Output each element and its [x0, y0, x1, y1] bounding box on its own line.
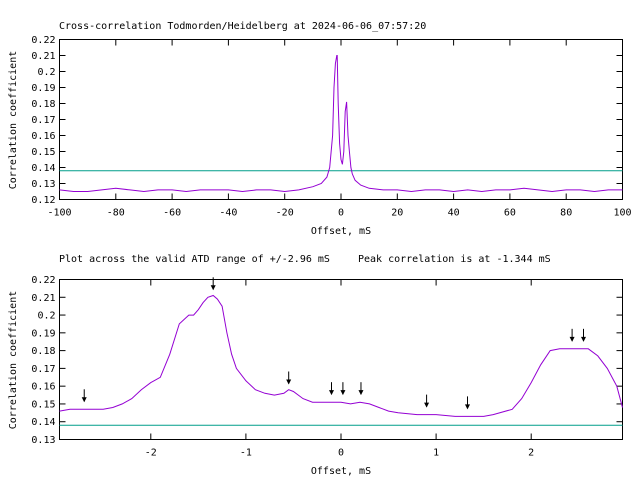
bottom-correlation-series — [59, 294, 623, 417]
y-tick-label: 0.13 — [31, 435, 55, 446]
top-x-axis: -100 -80 -60 -40 -20 0 20 40 60 80 100 — [47, 39, 632, 219]
bottom-y-axis-label: Correlation coefficient — [8, 291, 19, 429]
y-tick-label: 0.17 — [31, 364, 55, 375]
y-tick-label: 0.21 — [31, 51, 55, 62]
y-tick-label: 0.22 — [31, 35, 55, 46]
top-chart: Cross-correlation Todmorden/Heidelberg a… — [8, 21, 632, 237]
x-tick-label: 0 — [338, 448, 344, 459]
arrow-head — [358, 390, 364, 396]
top-x-axis-label: Offset, mS — [311, 226, 371, 237]
y-tick-label: 0.16 — [31, 382, 55, 393]
x-tick-label: -80 — [107, 208, 125, 219]
x-tick-label: -20 — [276, 208, 294, 219]
x-tick-label: 40 — [448, 208, 460, 219]
x-tick-label: 1 — [433, 448, 439, 459]
y-tick-label: 0.2 — [37, 311, 55, 322]
peak-marker-arrow-10 — [581, 328, 587, 342]
y-tick-label: 0.19 — [31, 83, 55, 94]
x-tick-label: 100 — [613, 208, 631, 219]
y-tick-label: 0.16 — [31, 131, 55, 142]
top-plot-frame — [59, 39, 623, 200]
y-tick-label: 0.22 — [31, 275, 55, 286]
arrow-head — [340, 390, 346, 396]
bottom-x-axis: -2 -1 0 1 2 — [145, 279, 534, 459]
y-tick-label: 0.15 — [31, 399, 55, 410]
top-chart-title: Cross-correlation Todmorden/Heidelberg a… — [59, 21, 426, 32]
x-tick-label: -2 — [145, 448, 157, 459]
x-tick-label: 80 — [560, 208, 572, 219]
peak-markers — [81, 277, 587, 410]
peak-marker-arrow-7 — [424, 394, 430, 408]
bottom-plot-frame — [59, 279, 623, 440]
x-tick-label: 60 — [504, 208, 516, 219]
x-tick-label: -1 — [240, 448, 252, 459]
arrow-head — [81, 397, 87, 403]
y-tick-label: 0.12 — [31, 195, 55, 206]
peak-marker-arrow-8 — [464, 396, 470, 410]
x-tick-label: -60 — [163, 208, 181, 219]
y-tick-label: 0.19 — [31, 328, 55, 339]
peak-marker-arrow-1 — [81, 389, 87, 403]
top-correlation-series — [59, 55, 623, 193]
y-tick-label: 0.2 — [37, 67, 55, 78]
arrow-head — [328, 390, 334, 396]
arrow-head — [286, 379, 292, 385]
x-tick-label: -100 — [47, 208, 71, 219]
x-tick-label: 2 — [528, 448, 534, 459]
y-tick-label: 0.17 — [31, 115, 55, 126]
peak-marker-arrow-2 — [210, 277, 216, 291]
arrow-head — [464, 404, 470, 410]
top-y-axis: 0.12 0.13 0.14 0.15 0.16 0.17 0.18 0.19 0.2 0.21 0… — [31, 35, 623, 206]
peak-marker-arrow-5 — [340, 382, 346, 396]
bottom-chart-title: Plot across the valid ATD range of +/-2.… — [59, 254, 330, 265]
bottom-chart-subtitle: Peak correlation is at -1.344 mS — [358, 254, 551, 265]
bottom-chart: Plot across the valid ATD range of +/-2.… — [8, 254, 623, 477]
x-tick-label: 0 — [338, 208, 344, 219]
arrow-head — [424, 402, 430, 408]
y-tick-label: 0.18 — [31, 99, 55, 110]
bottom-y-axis: 0.13 0.14 0.15 0.16 0.17 0.18 0.19 0.2 0.21 0.22 — [31, 275, 623, 446]
bottom-x-axis-label: Offset, mS — [311, 466, 371, 477]
y-tick-label: 0.21 — [31, 293, 55, 304]
arrow-head — [569, 336, 575, 342]
y-tick-label: 0.15 — [31, 147, 55, 158]
y-tick-label: 0.18 — [31, 346, 55, 357]
y-tick-label: 0.14 — [31, 417, 55, 428]
arrow-head — [210, 285, 216, 291]
arrow-head — [581, 336, 587, 342]
y-tick-label: 0.14 — [31, 163, 55, 174]
peak-marker-arrow-9 — [569, 328, 575, 342]
peak-marker-arrow-3 — [286, 371, 292, 385]
x-tick-label: 20 — [391, 208, 403, 219]
x-tick-label: -40 — [219, 208, 237, 219]
peak-marker-arrow-6 — [358, 382, 364, 396]
top-y-axis-label: Correlation coefficient — [8, 51, 19, 189]
y-tick-label: 0.13 — [31, 179, 55, 190]
peak-marker-arrow-4 — [328, 382, 334, 396]
